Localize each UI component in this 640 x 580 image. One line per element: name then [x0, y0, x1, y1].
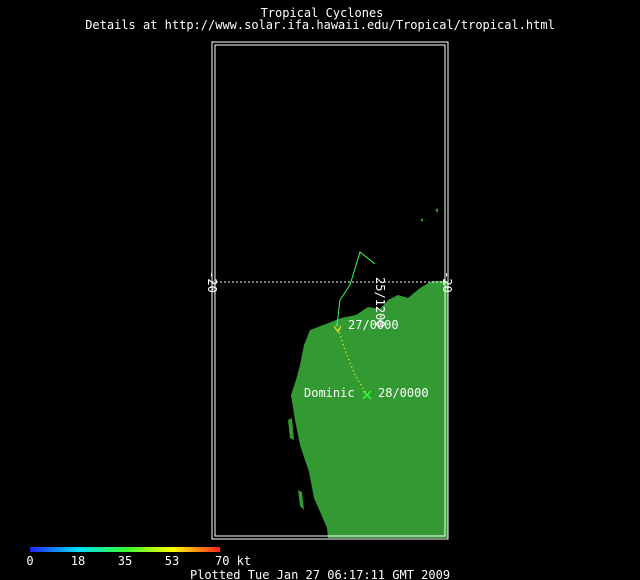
track-label: 25/1200	[373, 277, 387, 328]
island	[288, 418, 294, 440]
subtitle: Details at http://www.solar.ifa.hawaii.e…	[85, 18, 555, 32]
storm-position	[362, 390, 372, 400]
colorbar	[30, 547, 220, 552]
map-border	[211, 41, 449, 540]
storm-track	[336, 251, 376, 326]
map: -20 -20 25/1200 27/0000 28/0000 Dominic	[205, 41, 454, 540]
island	[298, 490, 304, 510]
colorbar-label: 70 kt	[215, 554, 251, 568]
track-label: 28/0000	[378, 386, 429, 400]
storm-name: Dominic	[304, 386, 355, 400]
track-marker	[333, 325, 342, 333]
map-border-inner	[214, 44, 446, 537]
storm-track-forecast	[336, 324, 368, 396]
colorbar-label: 53	[165, 554, 179, 568]
colorbar-label: 18	[71, 554, 85, 568]
track-label: 27/0000	[348, 318, 399, 332]
island	[435, 208, 438, 213]
colorbar-label: 0	[26, 554, 33, 568]
latitude-label: -20	[205, 271, 219, 293]
colorbar-label: 35	[118, 554, 132, 568]
island	[420, 218, 423, 222]
latitude-label: -20	[440, 271, 454, 293]
land	[291, 281, 448, 538]
title: Tropical Cyclones	[261, 6, 384, 20]
footer: Plotted Tue Jan 27 06:17:11 GMT 2009	[190, 568, 450, 580]
